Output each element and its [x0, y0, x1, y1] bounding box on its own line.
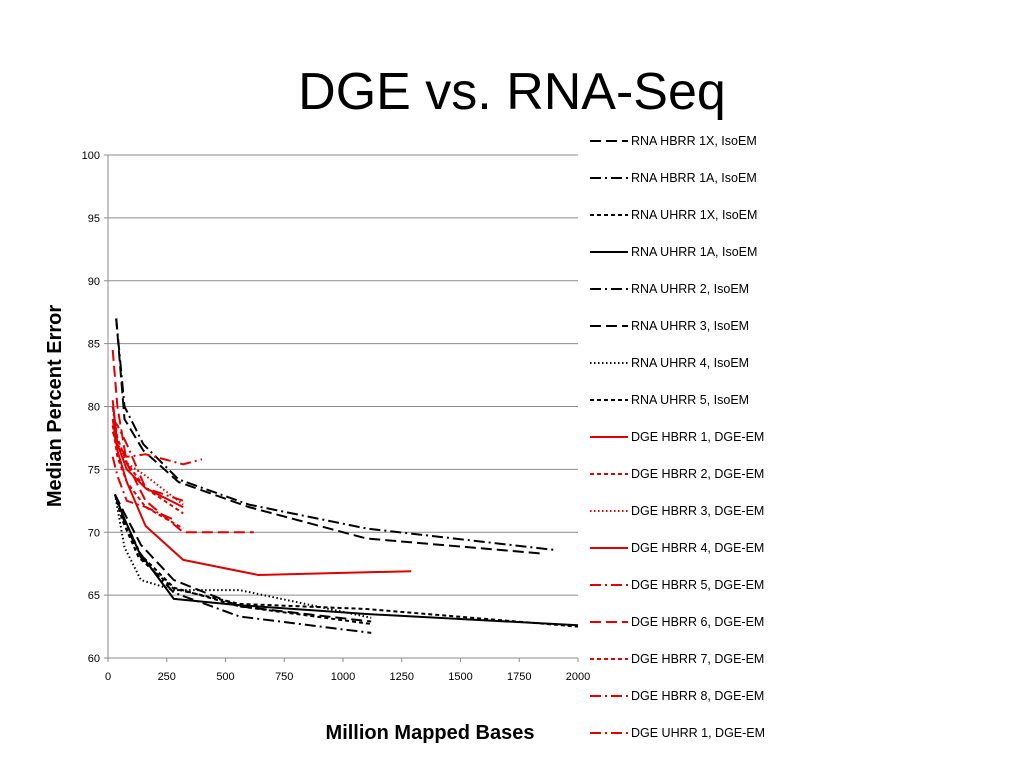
series-line-11	[111, 406, 184, 506]
y-tick-label: 70	[88, 527, 100, 539]
series-line-3	[114, 494, 579, 628]
legend-label: DGE HBRR 8, DGE-EM	[631, 689, 764, 703]
x-tick-label: 1500	[448, 671, 472, 683]
series-line-4	[114, 494, 579, 627]
y-tick-label: 90	[88, 276, 100, 288]
legend-label: DGE HBRR 5, DGE-EM	[631, 578, 764, 592]
legend-label: RNA UHRR 2, IsoEM	[631, 282, 749, 296]
y-tick-label: 75	[88, 464, 100, 476]
legend-label: RNA UHRR 3, IsoEM	[631, 319, 749, 333]
axes	[104, 154, 579, 662]
legend-label: DGE HBRR 1, DGE-EM	[631, 430, 764, 444]
legend-entry: DGE HBRR 6, DGE-EM	[590, 615, 764, 629]
series-line-16	[111, 418, 184, 502]
legend-entry: DGE HBRR 4, DGE-EM	[590, 541, 764, 555]
series-line-15	[111, 425, 184, 530]
legend-label: DGE HBRR 2, DGE-EM	[631, 467, 764, 481]
series-line-7	[114, 494, 372, 619]
y-tick-label: 60	[88, 653, 100, 665]
series-line-12	[111, 418, 412, 576]
y-tick-label: 95	[88, 213, 100, 225]
y-tick-label: 85	[88, 339, 100, 351]
y-tick-label: 65	[88, 590, 100, 602]
legend-entry: DGE HBRR 3, DGE-EM	[590, 504, 764, 518]
series-line-8	[114, 494, 372, 625]
series-line-2	[115, 318, 555, 551]
legend-label: RNA UHRR 4, IsoEM	[631, 356, 749, 370]
legend-label: RNA HBRR 1A, IsoEM	[631, 171, 757, 185]
x-axis-title: Million Mapped Bases	[326, 722, 535, 744]
y-axis-title: Median Percent Error	[44, 305, 66, 508]
legend-entry: RNA UHRR 3, IsoEM	[590, 319, 749, 333]
legend-entry: RNA UHRR 2, IsoEM	[590, 282, 749, 296]
legend-entry: DGE HBRR 2, DGE-EM	[590, 467, 764, 481]
legend-label: RNA UHRR 1X, IsoEM	[631, 208, 757, 222]
series-line-1	[115, 318, 543, 555]
x-tick-label: 0	[105, 671, 111, 683]
x-tick-label: 750	[275, 671, 293, 683]
x-tick-label: 1000	[331, 671, 355, 683]
legend-label: DGE HBRR 4, DGE-EM	[631, 541, 764, 555]
legend-label: DGE HBRR 6, DGE-EM	[631, 615, 764, 629]
legend: RNA HBRR 1X, IsoEM RNA HBRR 1A, IsoEM RNA …	[590, 134, 765, 740]
x-tick-label: 1750	[507, 671, 531, 683]
legend-entry: DGE HBRR 8, DGE-EM	[590, 689, 764, 703]
legend-label: DGE HBRR 7, DGE-EM	[631, 652, 764, 666]
x-tick-label: 1250	[390, 671, 414, 683]
legend-entry: RNA UHRR 1A, IsoEM	[590, 245, 757, 259]
legend-label: RNA HBRR 1X, IsoEM	[631, 134, 757, 148]
legend-entry: RNA UHRR 4, IsoEM	[590, 356, 749, 370]
legend-entry: RNA UHRR 1X, IsoEM	[590, 208, 757, 222]
legend-label: RNA UHRR 5, IsoEM	[631, 393, 749, 407]
x-tick-label: 500	[216, 671, 234, 683]
slide-title: DGE vs. RNA-Seq	[298, 63, 726, 121]
legend-label: RNA UHRR 1A, IsoEM	[631, 245, 757, 259]
legend-entry: RNA UHRR 5, IsoEM	[590, 393, 749, 407]
legend-entry: DGE HBRR 1, DGE-EM	[590, 430, 764, 444]
series-line-17	[111, 456, 175, 521]
y-tick-label: 80	[88, 402, 100, 414]
legend-entry: RNA HBRR 1A, IsoEM	[590, 171, 757, 185]
series-lines	[111, 318, 579, 634]
y-tick-label: 100	[82, 150, 100, 162]
legend-entry: DGE UHRR 1, DGE-EM	[590, 726, 765, 740]
series-line-14	[111, 349, 254, 534]
x-tick-label: 2000	[566, 671, 590, 683]
legend-label: DGE HBRR 3, DGE-EM	[631, 504, 764, 518]
legend-entry: RNA HBRR 1X, IsoEM	[590, 134, 757, 148]
x-tick-label: 250	[158, 671, 176, 683]
legend-entry: DGE HBRR 7, DGE-EM	[590, 652, 764, 666]
legend-entry: DGE HBRR 5, DGE-EM	[590, 578, 764, 592]
series-line-13	[111, 431, 203, 466]
legend-label: DGE UHRR 1, DGE-EM	[631, 726, 765, 740]
series-line-6	[114, 494, 372, 623]
